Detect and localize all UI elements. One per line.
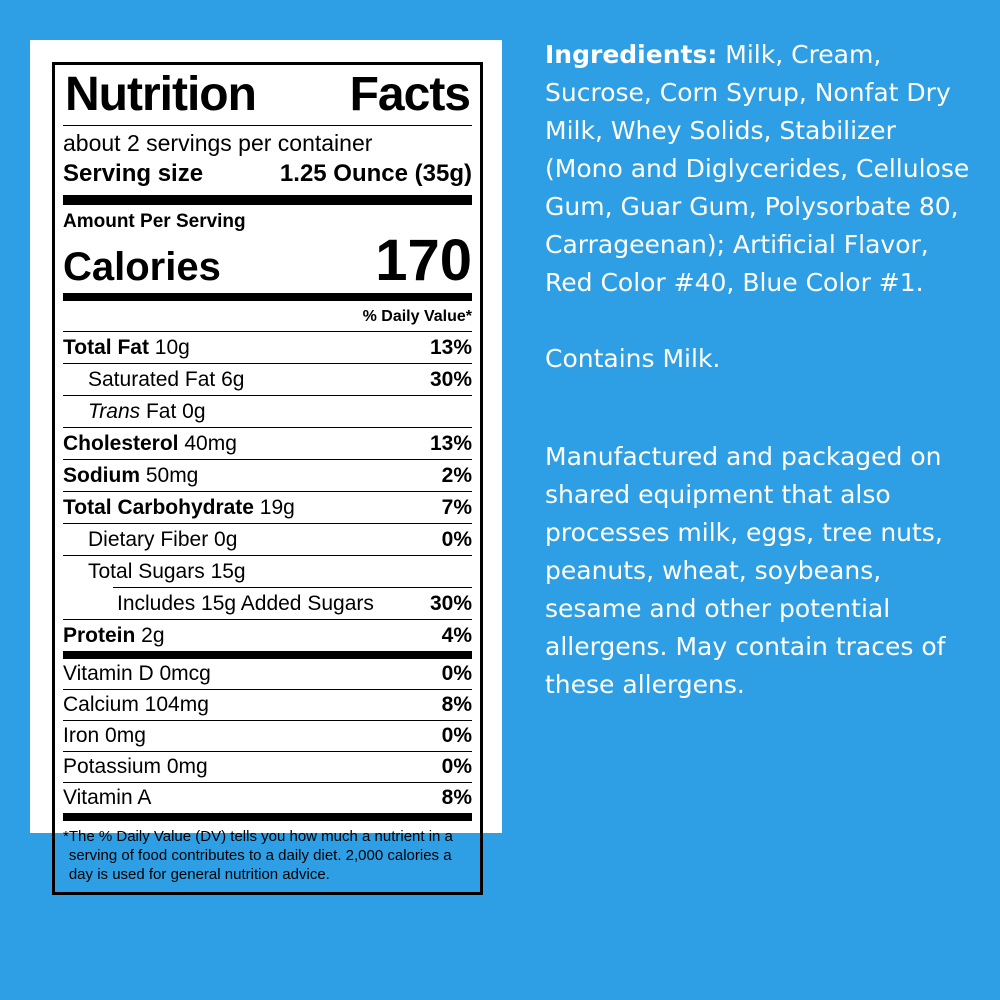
vitamin-percent: 0% xyxy=(441,754,472,778)
vitamin-name: Vitamin A xyxy=(63,785,152,809)
daily-value-header: % Daily Value* xyxy=(63,301,472,332)
serving-size-label: Serving size xyxy=(63,159,204,187)
nutrient-row-added-sugars: Includes 15g Added Sugars 30% xyxy=(113,586,472,619)
label-title-word-1: Nutrition xyxy=(65,68,257,121)
nutrient-percent: 30% xyxy=(429,591,472,615)
nutrient-name: Total Sugars 15g xyxy=(88,559,246,583)
vitamin-percent: 0% xyxy=(441,723,472,747)
nutrient-row-trans-fat: Trans Fat 0g xyxy=(63,394,472,427)
nutrient-percent: 30% xyxy=(429,367,472,391)
daily-value-footnote: * The % Daily Value (DV) tells you how m… xyxy=(63,821,472,885)
ingredients-panel: Ingredients: Milk, Cream, Sucrose, Corn … xyxy=(545,36,975,704)
vitamin-row-vitamin-a: Vitamin A 8% xyxy=(63,781,472,813)
divider-thick xyxy=(63,194,472,205)
nutrient-row-saturated-fat: Saturated Fat 6g 30% xyxy=(63,362,472,395)
nutrient-percent: 7% xyxy=(441,495,472,519)
ingredients-text: Milk, Cream, Sucrose, Corn Syrup, Nonfat… xyxy=(545,40,970,297)
nutrient-name: Cholesterol 40mg xyxy=(63,431,237,455)
vitamin-name: Iron 0mg xyxy=(63,723,146,747)
serving-size-value: 1.25 Ounce (35g) xyxy=(279,159,472,187)
nutrient-name: Sodium 50mg xyxy=(63,463,199,487)
nutrient-percent: 2% xyxy=(441,463,472,487)
label-title-word-2: Facts xyxy=(349,68,471,121)
nutrition-label-card: Nutrition Facts about 2 servings per con… xyxy=(30,40,502,896)
divider-thin xyxy=(63,124,472,126)
vitamin-percent: 8% xyxy=(441,692,472,716)
nutrient-row-total-fat: Total Fat 10g 13% xyxy=(63,332,472,363)
vitamin-percent: 0% xyxy=(441,661,472,685)
nutrient-percent: 4% xyxy=(441,623,472,647)
vitamin-rows: Vitamin D 0mcg 0% Calcium 104mg 8% Iron … xyxy=(63,659,472,813)
nutrient-percent: 13% xyxy=(429,431,472,455)
serving-size-row: Serving size 1.25 Ounce (35g) xyxy=(63,158,472,195)
nutrient-name: Total Fat 10g xyxy=(63,335,190,359)
nutrient-row-sodium: Sodium 50mg 2% xyxy=(63,458,472,491)
divider-thick xyxy=(63,650,472,659)
divider-thick xyxy=(63,812,472,821)
nutrient-rows: Total Fat 10g 13% Saturated Fat 6g 30% T… xyxy=(63,332,472,651)
footnote-text: The % Daily Value (DV) tells you how muc… xyxy=(68,827,453,884)
nutrient-name: Includes 15g Added Sugars xyxy=(117,591,374,615)
vitamin-name: Vitamin D 0mcg xyxy=(63,661,211,685)
nutrient-percent: 0% xyxy=(441,527,472,551)
ingredients-paragraph: Ingredients: Milk, Cream, Sucrose, Corn … xyxy=(545,36,975,302)
calories-value: 170 xyxy=(375,227,472,293)
calories-label: Calories xyxy=(63,244,221,289)
vitamin-row-vitamin-d: Vitamin D 0mcg 0% xyxy=(63,659,472,689)
nutrient-row-cholesterol: Cholesterol 40mg 13% xyxy=(63,426,472,459)
ingredients-label: Ingredients: xyxy=(545,40,718,69)
vitamin-row-iron: Iron 0mg 0% xyxy=(63,719,472,751)
contains-statement: Contains Milk. xyxy=(545,344,721,373)
footnote-asterisk: * xyxy=(63,827,69,845)
vitamin-row-calcium: Calcium 104mg 8% xyxy=(63,688,472,720)
vitamin-percent: 8% xyxy=(441,785,472,809)
nutrient-row-total-sugars: Total Sugars 15g xyxy=(63,554,472,587)
nutrient-row-protein: Protein 2g 4% xyxy=(63,618,472,651)
nutrient-name: Protein 2g xyxy=(63,623,165,647)
nutrient-row-total-carbohydrate: Total Carbohydrate 19g 7% xyxy=(63,490,472,523)
nutrient-name: Trans Fat 0g xyxy=(88,399,206,423)
nutrient-percent: 13% xyxy=(429,335,472,359)
nutrient-row-dietary-fiber: Dietary Fiber 0g 0% xyxy=(63,522,472,555)
servings-per-container: about 2 servings per container xyxy=(63,129,373,156)
divider-thick xyxy=(63,292,472,301)
amount-per-serving: Amount Per Serving xyxy=(63,210,246,232)
vitamin-row-potassium: Potassium 0mg 0% xyxy=(63,750,472,782)
nutrient-name: Total Carbohydrate 19g xyxy=(63,495,295,519)
label-title: Nutrition Facts xyxy=(63,67,472,125)
nutrient-name: Dietary Fiber 0g xyxy=(88,527,238,551)
nutrition-facts-label: Nutrition Facts about 2 servings per con… xyxy=(52,62,483,896)
calories-row: Calories 170 xyxy=(63,227,472,293)
allergen-statement: Manufactured and packaged on shared equi… xyxy=(545,442,946,699)
vitamin-name: Potassium 0mg xyxy=(63,754,208,778)
nutrient-name: Saturated Fat 6g xyxy=(88,367,245,391)
vitamin-name: Calcium 104mg xyxy=(63,692,209,716)
